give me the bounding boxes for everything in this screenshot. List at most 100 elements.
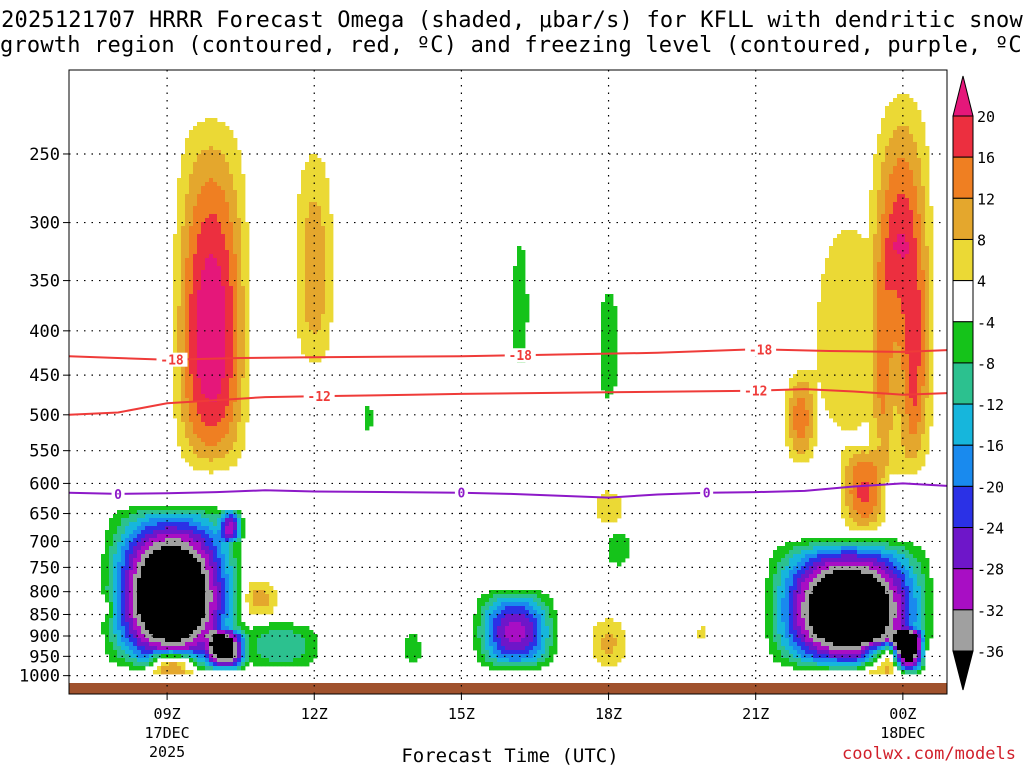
omega-cell	[201, 458, 206, 471]
omega-cell	[813, 578, 818, 587]
omega-cell	[805, 370, 810, 383]
omega-cell	[169, 514, 174, 519]
omega-cell	[157, 550, 162, 639]
omega-cell	[205, 666, 210, 671]
omega-cell	[909, 398, 914, 435]
omega-cell	[917, 158, 922, 215]
omega-cell	[917, 630, 922, 635]
omega-cell	[809, 638, 814, 643]
omega-cell	[189, 422, 194, 447]
omega-cell	[849, 490, 854, 495]
omega-cell	[217, 394, 222, 423]
omega-cell	[133, 574, 138, 619]
omega-cell	[877, 646, 882, 651]
omega-cell	[909, 210, 914, 399]
omega-cell	[921, 658, 926, 667]
omega-cell	[901, 574, 906, 591]
credit-link[interactable]: coolwx.com/models	[842, 744, 1016, 764]
omega-cell	[897, 542, 902, 547]
omega-cell	[833, 546, 838, 551]
omega-cell	[885, 146, 890, 191]
omega-cell	[889, 546, 894, 551]
omega-cell	[141, 554, 146, 567]
omega-cell	[181, 226, 186, 423]
omega-cell	[181, 670, 186, 675]
omega-cell	[185, 258, 190, 399]
omega-cell	[277, 630, 282, 663]
omega-cell	[201, 558, 206, 575]
omega-cell	[885, 542, 890, 551]
omega-cell	[145, 662, 150, 667]
omega-cell	[525, 594, 530, 599]
omega-cell	[141, 538, 146, 547]
omega-cell	[205, 118, 210, 151]
omega-cell	[905, 666, 910, 671]
omega-cell	[149, 534, 154, 539]
omega-cell	[129, 650, 134, 659]
omega-cell	[849, 658, 854, 663]
omega-cell	[481, 654, 486, 667]
omega-cell	[537, 590, 542, 599]
omega-cell	[869, 522, 874, 531]
omega-cell	[885, 574, 890, 583]
omega-cell	[153, 650, 158, 655]
omega-cell	[201, 630, 206, 643]
omega-cell	[501, 590, 506, 595]
omega-cell	[893, 602, 898, 619]
omega-cell	[497, 594, 502, 599]
contour-label: -18	[509, 349, 533, 364]
omega-cell	[517, 246, 522, 363]
omega-cell	[121, 518, 126, 535]
omega-cell	[189, 670, 194, 675]
omega-cell	[809, 538, 814, 543]
omega-cell	[849, 550, 854, 555]
omega-cell	[141, 530, 146, 539]
omega-cell	[153, 542, 158, 551]
omega-cell	[185, 550, 190, 639]
omega-cell	[885, 394, 890, 467]
omega-cell	[893, 642, 898, 647]
contour-line--18	[68, 348, 948, 361]
omega-cell	[829, 538, 834, 543]
omega-cell	[141, 634, 146, 643]
omega-cell	[889, 642, 894, 647]
omega-cell	[137, 510, 142, 519]
omega-cell	[241, 638, 246, 659]
omega-cell	[865, 538, 870, 543]
omega-cell	[889, 214, 894, 291]
omega-cell	[497, 658, 502, 663]
omega-cell	[505, 654, 510, 659]
omega-cell	[873, 646, 878, 651]
omega-cell	[229, 662, 234, 667]
omega-cell	[789, 558, 794, 571]
colorbar-segment	[952, 485, 974, 529]
omega-cell	[889, 430, 894, 475]
omega-cell	[873, 650, 878, 655]
omega-cell	[877, 446, 882, 515]
colorbar-label: -24	[977, 520, 1004, 538]
omega-cell	[921, 434, 926, 467]
omega-cell	[809, 658, 814, 663]
omega-cell	[109, 618, 114, 643]
omega-cell	[309, 154, 314, 203]
omega-cell	[605, 294, 610, 399]
omega-cell	[885, 666, 890, 675]
omega-cell	[193, 434, 198, 455]
omega-cell	[813, 370, 818, 447]
omega-cell	[177, 514, 182, 519]
omega-cell	[857, 538, 862, 543]
omega-cell	[545, 638, 550, 659]
omega-cell	[917, 670, 922, 675]
omega-cell	[869, 554, 874, 559]
omega-cell	[109, 546, 114, 603]
omega-cell	[169, 518, 174, 523]
omega-cell	[201, 222, 206, 271]
omega-cell	[117, 526, 122, 543]
omega-cell	[189, 374, 194, 423]
omega-cell	[517, 602, 522, 607]
omega-cell	[229, 638, 234, 659]
omega-cell	[921, 122, 926, 187]
omega-cell	[309, 630, 314, 663]
omega-cell	[609, 654, 614, 667]
omega-cell	[869, 546, 874, 551]
